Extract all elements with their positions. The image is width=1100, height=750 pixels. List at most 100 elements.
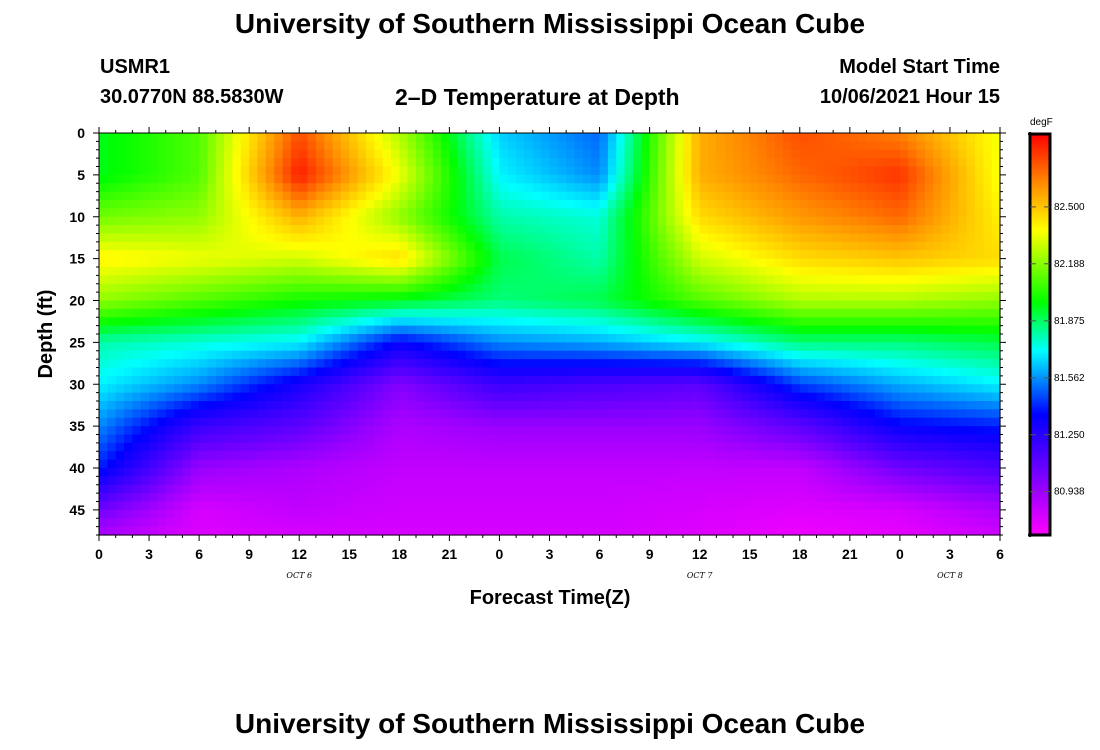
heatmap-cell: [532, 250, 542, 260]
heatmap-cell: [124, 208, 133, 218]
heatmap-cell: [240, 509, 250, 519]
heatmap-cell: [966, 292, 976, 302]
heatmap-cell: [324, 392, 334, 402]
heatmap-cell: [215, 141, 225, 151]
heatmap-cell: [207, 267, 217, 276]
heatmap-cell: [783, 476, 793, 486]
heatmap-cell: [224, 493, 234, 503]
heatmap-cell: [824, 367, 834, 377]
heatmap-cell: [541, 283, 551, 293]
heatmap-cell: [858, 409, 868, 419]
heatmap-cell: [315, 468, 325, 477]
heatmap-cell: [232, 325, 242, 335]
heatmap-cell: [299, 468, 309, 477]
heatmap-cell: [524, 166, 534, 176]
heatmap-cell: [899, 401, 909, 410]
heatmap-cell: [282, 484, 292, 494]
heatmap-cell: [240, 141, 250, 151]
heatmap-cell: [482, 183, 492, 193]
heatmap-cell: [933, 241, 943, 251]
heatmap-cell: [324, 434, 334, 444]
heatmap-cell: [307, 417, 317, 427]
heatmap-cell: [974, 392, 984, 402]
heatmap-cell: [432, 493, 442, 503]
heatmap-cell: [974, 225, 984, 235]
heatmap-cell: [107, 308, 117, 318]
heatmap-cell: [232, 426, 242, 436]
heatmap-cell: [249, 350, 259, 360]
heatmap-cell: [891, 325, 901, 335]
heatmap-cell: [199, 409, 209, 419]
heatmap-cell: [174, 426, 184, 436]
heatmap-cell: [140, 149, 150, 159]
heatmap-cell: [866, 141, 876, 151]
heatmap-cell: [265, 484, 275, 494]
heatmap-cell: [524, 241, 534, 251]
heatmap-cell: [708, 133, 717, 142]
heatmap-cell: [649, 442, 659, 452]
heatmap-cell: [441, 300, 450, 310]
heatmap-cell: [149, 292, 158, 302]
heatmap-cell: [691, 451, 701, 461]
heatmap-cell: [699, 417, 709, 427]
heatmap-cell: [507, 183, 517, 193]
heatmap-cell: [883, 426, 893, 436]
heatmap-cell: [532, 141, 542, 151]
heatmap-cell: [274, 133, 284, 142]
heatmap-cell: [215, 367, 225, 377]
heatmap-cell: [699, 258, 709, 268]
heatmap-cell: [591, 200, 601, 209]
heatmap-cell: [482, 367, 492, 377]
heatmap-cell: [682, 133, 692, 142]
heatmap-cell: [741, 258, 751, 268]
heatmap-cell: [265, 426, 275, 436]
heatmap-cell: [224, 300, 234, 310]
heatmap-cell: [591, 476, 601, 486]
heatmap-cell: [766, 468, 776, 477]
heatmap-cell: [332, 350, 342, 360]
heatmap-cell: [824, 200, 834, 209]
heatmap-cell: [741, 300, 751, 310]
heatmap-cell: [591, 484, 601, 494]
heatmap-cell: [649, 334, 659, 343]
heatmap-cell: [858, 258, 868, 268]
heatmap-cell: [833, 375, 843, 385]
heatmap-cell: [716, 149, 726, 159]
heatmap-cell: [182, 484, 192, 494]
heatmap-cell: [349, 442, 359, 452]
heatmap-cell: [182, 183, 192, 193]
heatmap-cell: [632, 233, 642, 243]
heatmap-cell: [949, 509, 959, 519]
heatmap-cell: [991, 141, 1001, 151]
heatmap-cell: [657, 384, 667, 394]
heatmap-cell: [416, 392, 425, 402]
heatmap-cell: [441, 359, 450, 369]
heatmap-cell: [532, 384, 542, 394]
heatmap-cell: [774, 250, 784, 260]
heatmap-cell: [591, 292, 601, 302]
heatmap-cell: [307, 208, 317, 218]
heatmap-cell: [157, 233, 167, 243]
heatmap-cell: [691, 459, 701, 469]
heatmap-cell: [232, 158, 242, 168]
heatmap-cell: [582, 476, 592, 486]
heatmap-cell: [924, 283, 934, 293]
heatmap-cell: [949, 367, 959, 377]
heatmap-cell: [390, 191, 400, 201]
heatmap-cell: [340, 459, 350, 469]
heatmap-cell: [282, 200, 292, 209]
heatmap-cell: [332, 468, 342, 477]
heatmap-cell: [983, 375, 993, 385]
heatmap-cell: [858, 200, 868, 209]
heatmap-cell: [390, 367, 400, 377]
heatmap-cell: [632, 141, 642, 151]
heatmap-cell: [207, 241, 217, 251]
heatmap-cell: [582, 233, 592, 243]
heatmap-cell: [457, 283, 467, 293]
heatmap-cell: [499, 141, 509, 151]
heatmap-cell: [290, 317, 300, 327]
heatmap-cell: [274, 375, 284, 385]
heatmap-cell: [282, 350, 292, 360]
heatmap-cell: [232, 292, 242, 302]
heatmap-cell: [215, 216, 225, 226]
